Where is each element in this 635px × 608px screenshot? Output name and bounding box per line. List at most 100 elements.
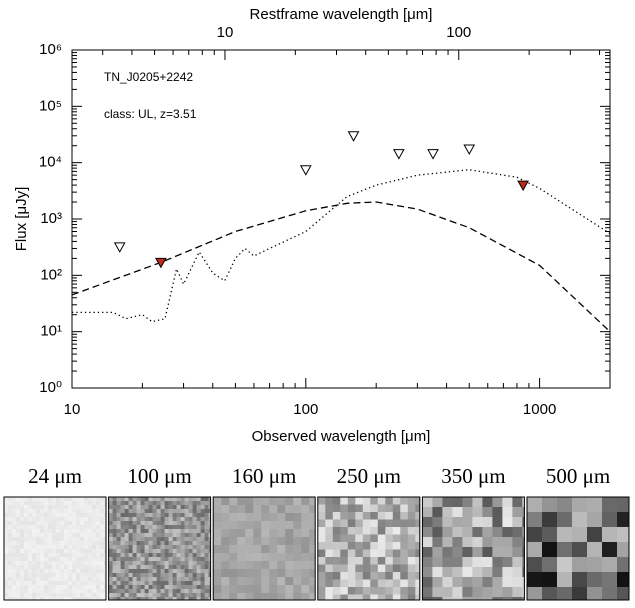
pixel (208, 537, 211, 542)
pixel (317, 572, 326, 580)
pixel (140, 501, 145, 506)
pixel (196, 545, 201, 550)
pixel (76, 557, 81, 562)
pixel (176, 501, 181, 506)
pixel (112, 541, 117, 546)
pixel (261, 593, 270, 601)
pixel (269, 545, 278, 554)
pixel (370, 512, 379, 520)
pixel (208, 597, 211, 601)
pixel (482, 547, 493, 558)
pixel (56, 569, 61, 574)
pixel (56, 537, 61, 542)
pixel (128, 545, 133, 550)
pixel (452, 507, 463, 518)
pixel (88, 533, 93, 538)
pixel (116, 549, 121, 554)
pixel (12, 573, 17, 578)
pixel (112, 573, 117, 578)
pixel (160, 565, 165, 570)
pixel (76, 589, 81, 594)
pixel (200, 549, 205, 554)
pixel (512, 557, 523, 568)
pixel (492, 547, 503, 558)
pixel (213, 585, 222, 594)
pixel (221, 593, 230, 601)
pixel (522, 597, 525, 601)
pixel (407, 534, 416, 543)
pixel (44, 537, 49, 542)
pixel (28, 581, 33, 586)
pixel (68, 545, 73, 550)
pixel (56, 505, 61, 510)
pixel (192, 501, 197, 506)
pixel (100, 525, 105, 530)
pixel (96, 537, 101, 542)
pixel (221, 569, 230, 578)
pixel (176, 497, 181, 502)
pixel (124, 533, 129, 538)
pixel (512, 517, 523, 528)
pixel (140, 537, 145, 542)
pixel (48, 593, 53, 598)
pixel (347, 557, 356, 565)
pixel (92, 593, 97, 598)
pixel (144, 557, 149, 562)
pixel (557, 542, 573, 558)
pixel (317, 542, 326, 550)
pixel (164, 549, 169, 554)
pixel (52, 569, 57, 574)
pixel (48, 501, 53, 506)
pixel (245, 497, 254, 506)
pixel (156, 505, 161, 510)
pixel (40, 513, 45, 518)
pixel (148, 513, 153, 518)
cutout-label: 160 μm (232, 464, 296, 488)
pixel (164, 589, 169, 594)
pixel (88, 589, 93, 594)
y-tick-label: 10⁵ (39, 97, 62, 114)
pixel (180, 533, 185, 538)
pixel (200, 557, 205, 562)
pixel (180, 505, 185, 510)
pixel (88, 529, 93, 534)
pixel (28, 529, 33, 534)
pixel (124, 569, 129, 574)
pixel (355, 579, 364, 588)
pixel (148, 593, 153, 598)
pixel (52, 565, 57, 570)
pixel (325, 497, 334, 505)
pixel (92, 557, 97, 562)
pixel (184, 541, 189, 546)
pixel (160, 569, 165, 574)
pixel (347, 587, 356, 595)
pixel (204, 513, 209, 518)
pixel (385, 549, 394, 558)
pixel (60, 505, 65, 510)
pixel (293, 585, 302, 594)
pixel (377, 549, 386, 558)
pixel (176, 569, 181, 574)
pixel (160, 577, 165, 582)
pixel (245, 545, 254, 554)
pixel (12, 505, 17, 510)
pixel (84, 533, 89, 538)
pixel (180, 537, 185, 542)
pixel (56, 509, 61, 514)
pixel (602, 542, 618, 558)
pixel (377, 527, 386, 535)
pixel (132, 573, 137, 578)
pixel (422, 537, 433, 548)
pixel (96, 545, 101, 550)
cutout-label: 24 μm (28, 464, 82, 488)
pixel (261, 497, 270, 506)
pixel (355, 549, 364, 558)
y-tick-label: 10³ (40, 210, 62, 227)
pixel (20, 573, 25, 578)
pixel (8, 545, 13, 550)
x2-tick-label: 10 (217, 24, 234, 41)
pixel (100, 509, 105, 514)
pixel (192, 513, 197, 518)
pixel (160, 589, 165, 594)
